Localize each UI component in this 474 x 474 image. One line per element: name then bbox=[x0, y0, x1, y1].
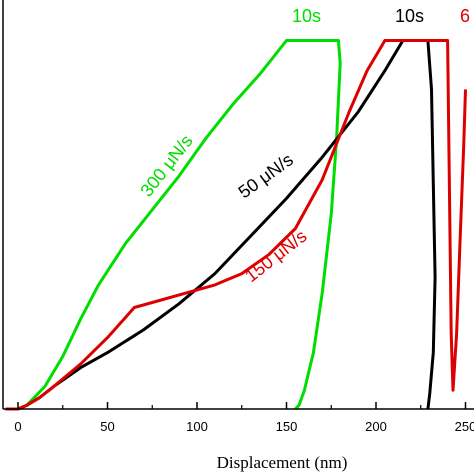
annotation-green-10s: 10s bbox=[292, 6, 321, 26]
x-tick-label-3: 150 bbox=[276, 419, 298, 434]
x-tick-label-2: 100 bbox=[186, 419, 208, 434]
series-line-2 bbox=[5, 39, 467, 411]
annotation-black-10s: 10s bbox=[395, 6, 424, 26]
x-axis-title: Displacement (nm) bbox=[217, 453, 348, 472]
annotation-50-rate: 50 μN/s bbox=[235, 149, 297, 202]
series-line-0 bbox=[5, 39, 342, 411]
x-tick-label-5: 250 bbox=[455, 419, 474, 434]
ticks-layer: 0 50 100 150 200 250 bbox=[14, 402, 474, 434]
annotation-red-6: 6 bbox=[460, 6, 470, 26]
series-line-1 bbox=[5, 39, 437, 411]
x-tick-label-0: 0 bbox=[14, 419, 21, 434]
axes-layer bbox=[2, 0, 474, 410]
x-tick-label-4: 200 bbox=[365, 419, 387, 434]
x-tick-label-1: 50 bbox=[100, 419, 114, 434]
series-layer bbox=[5, 39, 467, 411]
